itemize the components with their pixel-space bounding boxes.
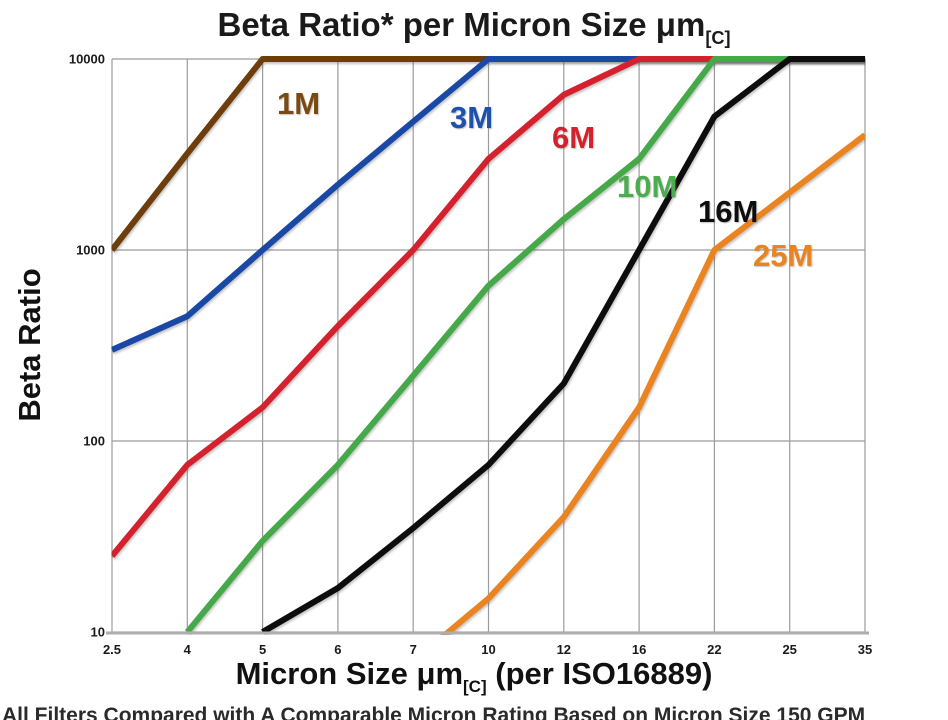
chart-title-subscript: [C] bbox=[705, 28, 731, 49]
x-axis-title: Micron Size μm[C] (per ISO16889) bbox=[0, 656, 948, 696]
x-tick-label-25: 25 bbox=[782, 642, 796, 657]
series-label-6m: 6M bbox=[552, 120, 595, 155]
footnote-partial-text: All Filters Compared with A Comparable M… bbox=[2, 704, 866, 720]
y-tick-label-10: 10 bbox=[91, 625, 105, 640]
x-tick-label-16: 16 bbox=[632, 642, 646, 657]
x-axis-title-main: Micron Size μm bbox=[235, 656, 464, 691]
x-tick-label-12: 12 bbox=[557, 642, 571, 657]
x-tick-label-10: 10 bbox=[481, 642, 495, 657]
series-label-1m: 1M bbox=[277, 86, 320, 121]
series-label-3m: 3M bbox=[450, 100, 493, 135]
y-tick-label-1000: 1000 bbox=[76, 243, 105, 258]
series-label-10m: 10M bbox=[617, 169, 677, 204]
series-label-25m: 25M bbox=[753, 238, 813, 273]
x-tick-label-35: 35 bbox=[858, 642, 872, 657]
series-line-10m bbox=[184, 56, 865, 634]
x-tick-label-22: 22 bbox=[707, 642, 721, 657]
series-line-25m bbox=[440, 132, 866, 635]
y-tick-label-10000: 10000 bbox=[69, 52, 105, 67]
x-axis-title-tail: (per ISO16889) bbox=[486, 656, 713, 691]
chart-title: Beta Ratio* per Micron Size μm[C] bbox=[0, 6, 948, 48]
series-line-16m bbox=[261, 56, 865, 635]
x-tick-label-6: 6 bbox=[334, 642, 341, 657]
chart-title-main: Beta Ratio* per Micron Size μm bbox=[217, 6, 706, 43]
x-tick-label-7: 7 bbox=[410, 642, 417, 657]
x-axis-title-subscript: [C] bbox=[463, 676, 487, 696]
x-tick-label-5: 5 bbox=[259, 642, 266, 657]
x-tick-label-4: 4 bbox=[184, 642, 192, 657]
x-tick-label-2.5: 2.5 bbox=[103, 642, 121, 657]
series-label-16m: 16M bbox=[698, 194, 758, 229]
y-tick-label-100: 100 bbox=[83, 434, 105, 449]
